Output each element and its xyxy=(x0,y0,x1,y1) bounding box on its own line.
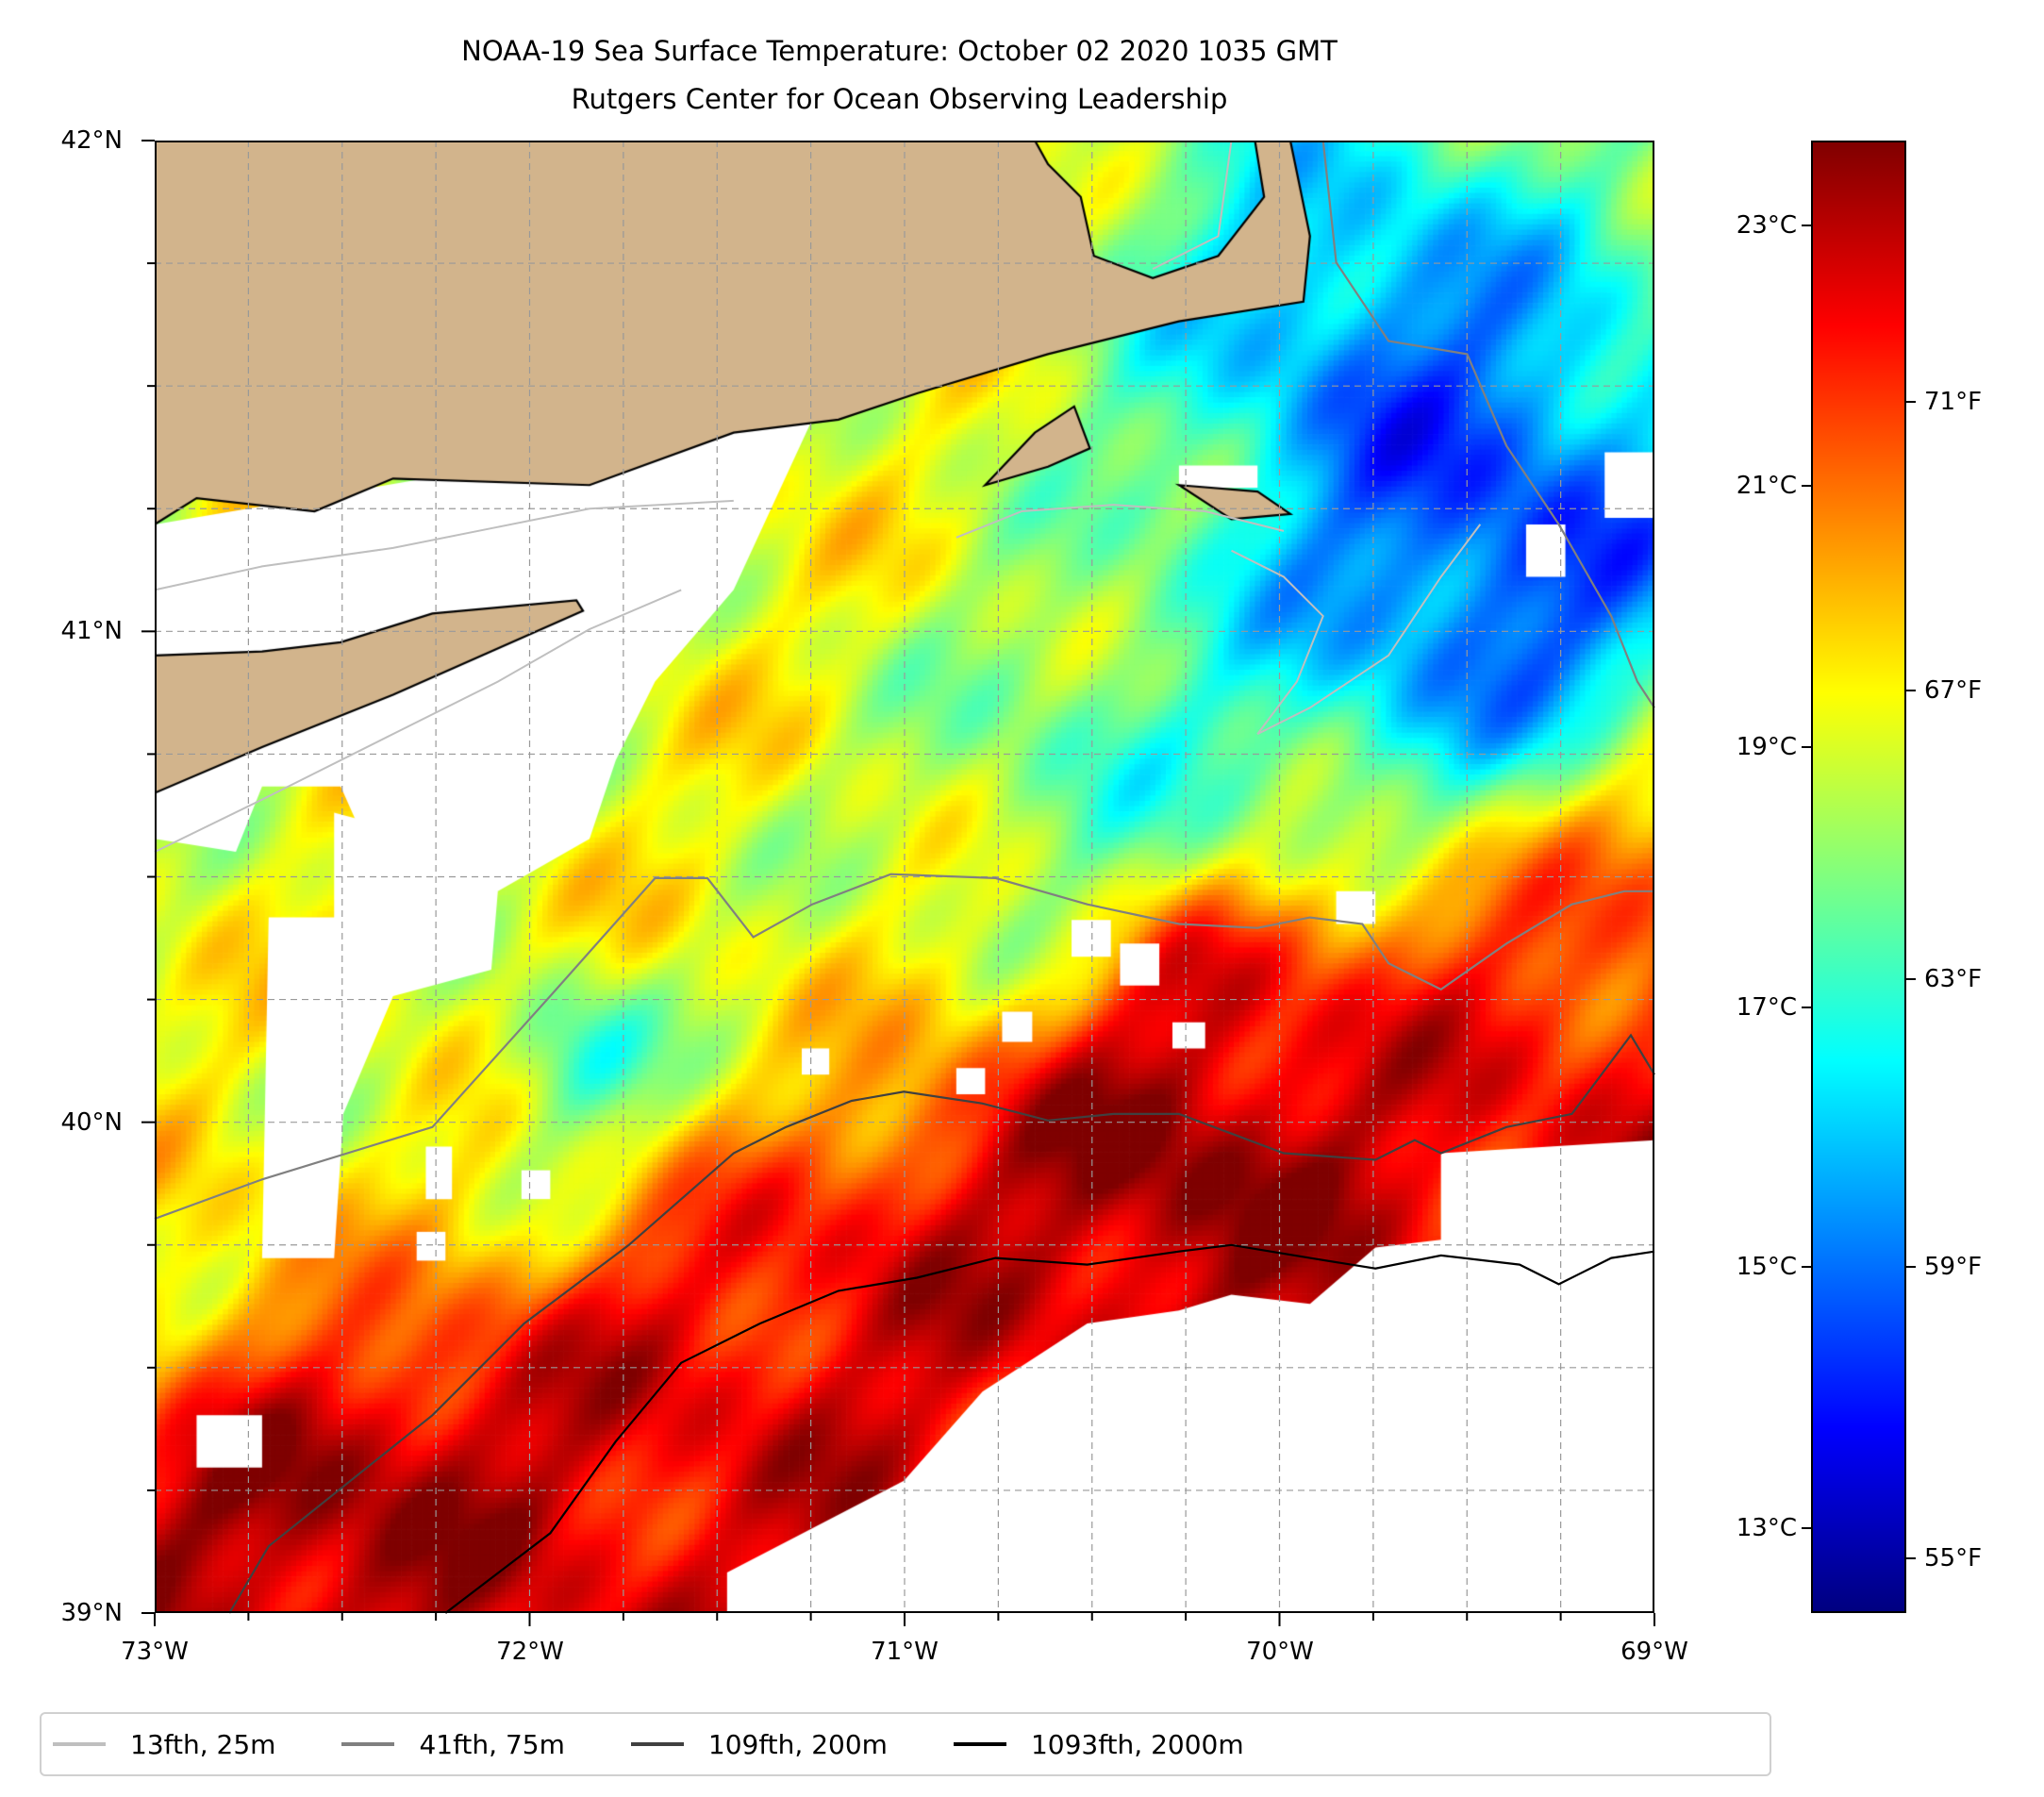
contour-25m xyxy=(956,504,1285,539)
legend-label: 13fth, 25m xyxy=(130,1728,276,1760)
legend-item: 1093fth, 2000m xyxy=(953,1728,1244,1760)
colorbar-tick-fahrenheit: 63°F xyxy=(1924,965,1983,993)
colorbar-tick-celsius: 17°C xyxy=(1736,993,1797,1022)
x-tick-label: 70°W xyxy=(1246,1638,1314,1666)
y-tick-label: 39°N xyxy=(60,1599,123,1627)
legend-item: 41fth, 75m xyxy=(341,1728,565,1760)
colorbar-tick xyxy=(1906,978,1916,980)
x-tick-label: 73°W xyxy=(121,1638,189,1666)
y-tick-label: 41°N xyxy=(60,617,123,645)
contour-75m xyxy=(154,873,1654,1221)
legend-swatch xyxy=(953,1742,1006,1746)
contour-25m xyxy=(1231,524,1482,735)
colorbar-tick xyxy=(1906,690,1916,691)
colorbar-tick-fahrenheit: 55°F xyxy=(1924,1544,1983,1572)
legend-swatch xyxy=(53,1742,106,1746)
sst-map xyxy=(141,140,1655,1626)
colorbar-tick xyxy=(1802,1527,1811,1529)
colorbar-tick xyxy=(1802,485,1811,487)
colorbar xyxy=(1811,141,1906,1613)
contour-200m xyxy=(228,1033,1655,1614)
legend-swatch xyxy=(341,1742,395,1746)
legend-item: 13fth, 25m xyxy=(53,1729,275,1760)
colorbar-tick xyxy=(1906,401,1916,403)
colorbar-tick xyxy=(1802,1007,1811,1008)
legend-label: 41fth, 75m xyxy=(419,1728,565,1760)
legend-label: 1093fth, 2000m xyxy=(1030,1728,1244,1760)
colorbar-tick-fahrenheit: 71°F xyxy=(1924,388,1983,416)
y-tick-label: 42°N xyxy=(60,126,123,155)
contour-25m xyxy=(154,589,682,853)
colorbar-tick-celsius: 19°C xyxy=(1736,733,1797,761)
legend-label: 109fth, 200m xyxy=(707,1728,888,1760)
colorbar-tick xyxy=(1802,746,1811,748)
contour-2000m xyxy=(444,1243,1655,1614)
colorbar-tick-celsius: 21°C xyxy=(1736,472,1797,500)
map-overlay xyxy=(141,140,1655,1626)
colorbar-tick-fahrenheit: 59°F xyxy=(1924,1253,1983,1281)
colorbar-tick xyxy=(1906,1266,1916,1268)
chart-title: NOAA-19 Sea Surface Temperature: October… xyxy=(461,35,1338,67)
legend-item: 109fth, 200m xyxy=(630,1728,888,1760)
legend-swatch xyxy=(630,1742,684,1746)
colorbar-tick xyxy=(1906,1557,1916,1559)
colorbar-tick-celsius: 15°C xyxy=(1736,1253,1797,1281)
contour-25m xyxy=(1152,140,1233,270)
contour-75m xyxy=(1321,140,1655,708)
x-tick-label: 69°W xyxy=(1620,1638,1688,1666)
colorbar-tick xyxy=(1802,225,1811,226)
chart-subtitle: Rutgers Center for Ocean Observing Leade… xyxy=(571,83,1228,115)
legend: 13fth, 25m 41fth, 75m 109fth, 200m 1093f… xyxy=(40,1712,1771,1776)
x-tick-label: 71°W xyxy=(871,1638,939,1666)
y-tick-label: 40°N xyxy=(60,1108,123,1137)
contour-25m xyxy=(154,499,734,591)
colorbar-tick-fahrenheit: 67°F xyxy=(1924,676,1983,705)
colorbar-tick xyxy=(1802,1266,1811,1268)
x-tick-label: 72°W xyxy=(496,1638,564,1666)
colorbar-tick-celsius: 13°C xyxy=(1736,1514,1797,1542)
colorbar-tick-celsius: 23°C xyxy=(1736,211,1797,240)
